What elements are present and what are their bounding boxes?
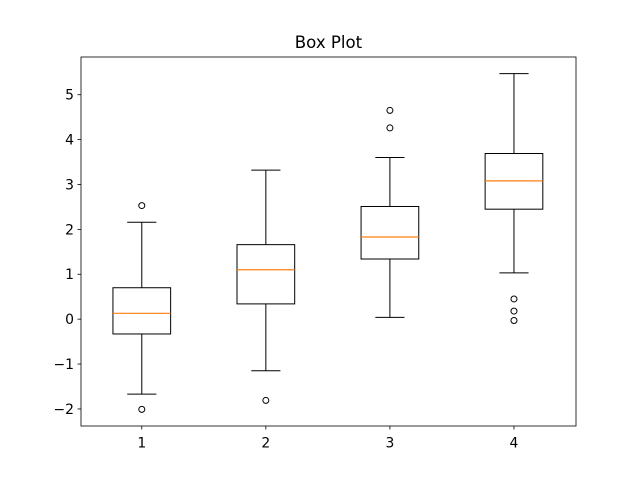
y-tick-label: −1 [54, 357, 74, 373]
flier-point [510, 307, 518, 315]
y-tick-label: 5 [65, 88, 74, 104]
flier-point [386, 106, 394, 114]
y-tick-label: 1 [65, 267, 74, 283]
y-tick-label: 0 [65, 312, 74, 328]
flier-point [510, 317, 518, 325]
y-tick-label: −2 [54, 402, 74, 418]
x-tick-label: 4 [510, 436, 519, 452]
flier-point [386, 124, 394, 132]
y-tick-label: 4 [65, 132, 74, 148]
flier-point [138, 202, 146, 210]
box-3 [360, 205, 420, 260]
box-1 [112, 287, 172, 335]
chart-title: Box Plot [295, 33, 363, 52]
y-tick-label: 2 [65, 222, 74, 238]
plot-frame [80, 56, 577, 427]
flier-point [138, 405, 146, 413]
flier-point [262, 396, 270, 404]
flier-point [510, 295, 518, 303]
box-2 [236, 244, 296, 305]
x-tick-label: 1 [137, 436, 146, 452]
x-tick-label: 2 [261, 436, 270, 452]
y-tick-label: 3 [65, 177, 74, 193]
x-tick-label: 3 [385, 436, 394, 452]
